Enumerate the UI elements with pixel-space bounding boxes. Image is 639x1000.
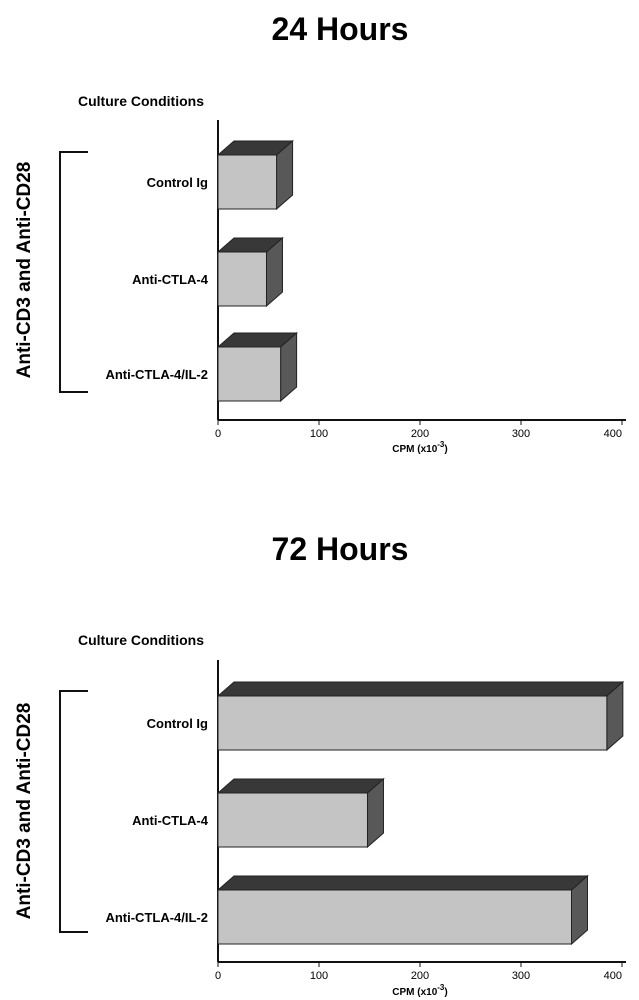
x-axis-label-base: CPM (x10: [392, 444, 437, 455]
chart-title: 72 Hours: [272, 531, 409, 567]
category-label: Anti-CTLA-4/IL-2: [105, 910, 208, 925]
bar-top-face: [216, 778, 385, 794]
category-label: Anti-CTLA-4/IL-2: [105, 367, 208, 382]
x-axis-label-close: ): [444, 987, 447, 998]
x-axis-label-base: CPM (x10: [392, 987, 437, 998]
group-bracket: [59, 690, 88, 933]
group-label: Anti-CD3 and Anti-CD28: [14, 703, 35, 920]
x-tick-label: 0: [215, 428, 221, 440]
x-tick-label: 400: [604, 428, 622, 440]
x-axis-label-close: ): [444, 444, 447, 455]
x-tick-label: 200: [411, 428, 429, 440]
bar: [217, 695, 608, 751]
x-axis-label-exponent: -3: [437, 440, 445, 449]
x-tick-label: 300: [512, 428, 530, 440]
bar-top-face: [216, 681, 625, 697]
x-axis-label: CPM (x10-3): [392, 983, 447, 998]
x-axis-label-exponent: -3: [437, 983, 445, 992]
category-label: Anti-CTLA-4: [132, 813, 209, 828]
category-label: Control Ig: [147, 175, 208, 190]
x-tick-label: 100: [310, 970, 328, 982]
bar: [217, 792, 368, 848]
bar: [217, 346, 282, 402]
group-label: Anti-CD3 and Anti-CD28: [14, 162, 35, 379]
x-tick-label: 0: [215, 970, 221, 982]
bar: [217, 251, 267, 307]
bar: [217, 889, 572, 945]
bar-top-face: [216, 875, 589, 891]
x-tick-label: 200: [411, 970, 429, 982]
culture-conditions-label: Culture Conditions: [78, 632, 204, 648]
category-label: Control Ig: [147, 716, 208, 731]
x-axis-label: CPM (x10-3): [392, 440, 447, 455]
x-tick-label: 100: [310, 428, 328, 440]
culture-conditions-label: Culture Conditions: [78, 93, 204, 109]
category-label: Anti-CTLA-4: [132, 272, 209, 287]
x-tick-label: 300: [512, 970, 530, 982]
group-bracket: [59, 151, 88, 393]
bar: [217, 154, 278, 210]
x-tick-label: 400: [604, 970, 622, 982]
chart-title: 24 Hours: [272, 11, 409, 47]
